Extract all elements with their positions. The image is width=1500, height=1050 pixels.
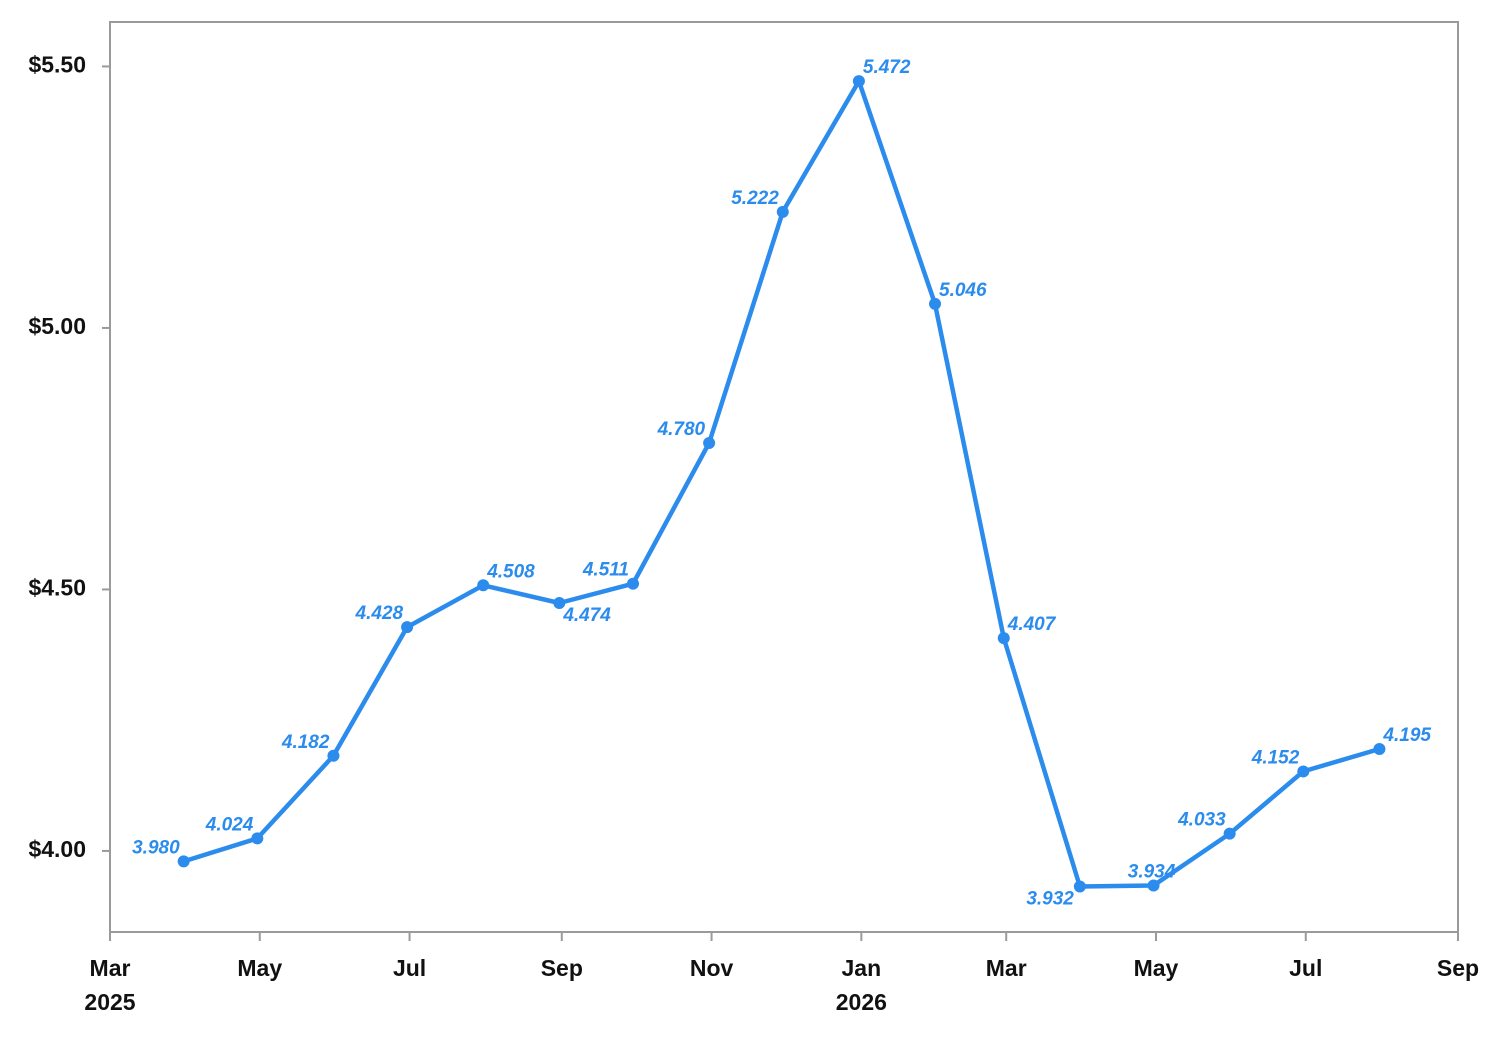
y-tick-label: $5.00 xyxy=(28,313,86,339)
data-label: 4.152 xyxy=(1251,747,1300,768)
x-tick-year-label: 2026 xyxy=(836,989,887,1015)
y-tick-label: $4.50 xyxy=(28,575,86,601)
data-label: 4.195 xyxy=(1382,725,1431,746)
data-label: 4.428 xyxy=(355,603,404,624)
plot-area xyxy=(109,21,1459,933)
data-label: 4.474 xyxy=(562,605,611,626)
x-tick-label: May xyxy=(237,955,282,981)
data-point xyxy=(1223,827,1236,840)
data-point xyxy=(477,579,490,592)
data-label: 4.182 xyxy=(281,732,330,753)
data-point xyxy=(251,832,264,845)
data-label: 3.934 xyxy=(1128,861,1176,882)
y-tick-label: $5.50 xyxy=(28,52,86,78)
x-tick-year-label: 2025 xyxy=(84,989,135,1015)
x-tick-label: Nov xyxy=(690,955,734,981)
data-label: 5.222 xyxy=(731,188,779,209)
data-point xyxy=(776,205,789,218)
data-point xyxy=(1373,742,1386,755)
data-label: 4.024 xyxy=(205,814,254,835)
data-label: 5.046 xyxy=(939,280,987,301)
data-label: 4.407 xyxy=(1007,614,1057,635)
data-point xyxy=(177,855,190,868)
x-tick-label: Sep xyxy=(1437,955,1479,981)
data-point xyxy=(929,297,942,310)
data-point xyxy=(997,632,1010,645)
data-point xyxy=(626,577,639,590)
x-tick-label: Mar xyxy=(90,955,131,981)
data-label: 4.033 xyxy=(1177,810,1226,831)
data-label: 4.508 xyxy=(486,561,535,582)
x-tick-label: May xyxy=(1134,955,1179,981)
x-tick-label: Sep xyxy=(541,955,583,981)
x-axis: Mar 2025 May Jul Sep Nov Jan 2026 Mar May Jul Sep xyxy=(84,932,1479,1015)
data-point xyxy=(553,597,566,610)
x-tick-label: Jul xyxy=(1289,955,1322,981)
data-label: 4.511 xyxy=(582,560,629,581)
y-axis: $4.00 $4.50 $5.00 $5.50 xyxy=(28,52,110,862)
data-label: 5.472 xyxy=(863,57,911,78)
data-point xyxy=(1073,880,1086,893)
data-point xyxy=(401,621,414,634)
x-tick-label: Jul xyxy=(393,955,426,981)
x-tick-label: Jan xyxy=(842,955,882,981)
data-point xyxy=(327,749,340,762)
data-point xyxy=(1297,765,1310,778)
y-tick-label: $4.00 xyxy=(28,836,86,862)
x-tick-label: Mar xyxy=(986,955,1027,981)
data-point xyxy=(1147,879,1160,892)
data-point xyxy=(852,75,865,88)
data-point xyxy=(703,437,716,450)
data-label: 3.932 xyxy=(1026,889,1074,910)
data-label: 4.780 xyxy=(657,419,706,440)
series-layer: 3.980 4.024 4.182 4.428 4.508 4.474 4.511 4.780… xyxy=(132,57,1431,909)
data-label: 3.980 xyxy=(132,837,180,858)
